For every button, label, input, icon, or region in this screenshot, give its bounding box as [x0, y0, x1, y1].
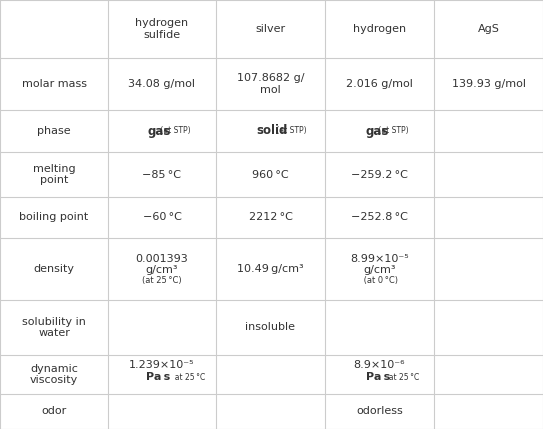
Text: Pa s: Pa s [365, 372, 390, 383]
Text: 34.08 g/mol: 34.08 g/mol [129, 79, 195, 89]
Text: (at 25 °C): (at 25 °C) [142, 275, 182, 284]
Text: 139.93 g/mol: 139.93 g/mol [451, 79, 526, 89]
Text: silver: silver [255, 24, 286, 34]
Text: (at STP): (at STP) [376, 127, 409, 136]
Text: odorless: odorless [356, 407, 403, 417]
Text: hydrogen: hydrogen [353, 24, 406, 34]
Text: insoluble: insoluble [245, 323, 295, 332]
Text: boiling point: boiling point [20, 212, 89, 223]
Text: phase: phase [37, 126, 71, 136]
Text: molar mass: molar mass [22, 79, 86, 89]
Text: AgS: AgS [477, 24, 500, 34]
Text: at 25 °C: at 25 °C [170, 373, 205, 382]
Text: 8.9×10⁻⁶: 8.9×10⁻⁶ [353, 360, 405, 371]
Text: gas: gas [365, 124, 389, 138]
Text: solid: solid [256, 124, 288, 138]
Text: g/cm³: g/cm³ [363, 265, 396, 275]
Text: 2.016 g/mol: 2.016 g/mol [346, 79, 413, 89]
Text: (at STP): (at STP) [159, 127, 191, 136]
Text: solubility in
water: solubility in water [22, 317, 86, 338]
Text: −259.2 °C: −259.2 °C [351, 169, 408, 179]
Text: 8.99×10⁻⁵: 8.99×10⁻⁵ [350, 254, 409, 264]
Text: 10.49 g/cm³: 10.49 g/cm³ [237, 264, 304, 274]
Text: at 25 °C: at 25 °C [384, 373, 420, 382]
Text: 107.8682 g/
mol: 107.8682 g/ mol [237, 73, 304, 95]
Text: 0.001393: 0.001393 [136, 254, 188, 264]
Text: dynamic
viscosity: dynamic viscosity [30, 364, 78, 385]
Text: g/cm³: g/cm³ [146, 265, 178, 275]
Text: 960 °C: 960 °C [252, 169, 289, 179]
Text: 2212 °C: 2212 °C [249, 212, 293, 223]
Text: density: density [34, 264, 74, 274]
Text: (at 0 °C): (at 0 °C) [361, 275, 398, 284]
Text: gas: gas [148, 124, 172, 138]
Text: hydrogen
sulfide: hydrogen sulfide [135, 18, 188, 40]
Text: −85 °C: −85 °C [142, 169, 181, 179]
Text: Pa s: Pa s [146, 372, 171, 383]
Text: −60 °C: −60 °C [143, 212, 181, 223]
Text: −252.8 °C: −252.8 °C [351, 212, 408, 223]
Text: 1.239×10⁻⁵: 1.239×10⁻⁵ [129, 360, 195, 371]
Text: (at STP): (at STP) [274, 127, 307, 136]
Text: odor: odor [41, 407, 67, 417]
Text: melting
point: melting point [33, 164, 75, 185]
